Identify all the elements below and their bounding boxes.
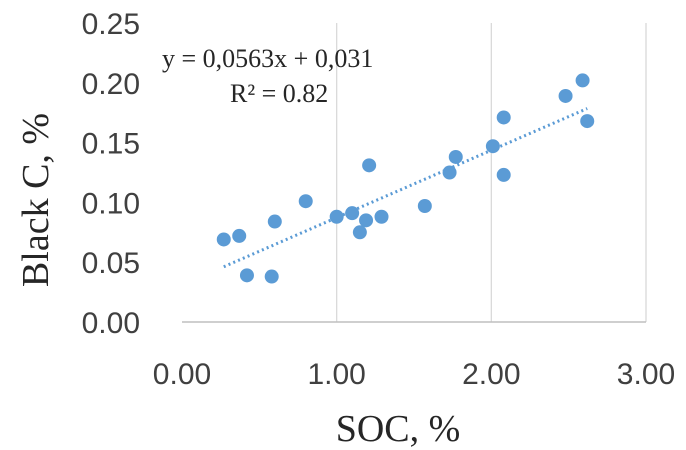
y-tick-label: 0.05 bbox=[82, 247, 140, 280]
data-point bbox=[298, 194, 313, 209]
trendline bbox=[223, 107, 588, 269]
x-tick-label: 0.00 bbox=[153, 358, 211, 391]
data-point bbox=[496, 167, 511, 182]
data-point bbox=[417, 198, 432, 213]
trendline-equation: y = 0,0563x + 0,031 bbox=[162, 44, 373, 73]
x-tick-label: 1.00 bbox=[307, 358, 365, 391]
x-tick-labels: 0.00 1.00 2.00 3.00 bbox=[153, 358, 675, 391]
data-point bbox=[216, 232, 231, 247]
data-point bbox=[575, 73, 590, 88]
y-tick-label: 0.20 bbox=[82, 68, 140, 101]
y-tick-label: 0.15 bbox=[82, 128, 140, 161]
data-point bbox=[267, 214, 282, 229]
data-point bbox=[496, 110, 511, 125]
y-tick-labels: 0.00 0.05 0.10 0.15 0.20 0.25 bbox=[82, 8, 140, 340]
data-point bbox=[359, 213, 374, 228]
x-tick-label: 2.00 bbox=[462, 358, 520, 391]
data-point bbox=[374, 209, 389, 224]
data-point bbox=[558, 88, 573, 103]
y-tick-label: 0.25 bbox=[82, 8, 140, 41]
grid-lines bbox=[336, 23, 647, 322]
data-point bbox=[264, 269, 279, 284]
data-points bbox=[216, 73, 595, 284]
data-point bbox=[580, 114, 595, 129]
data-point bbox=[442, 165, 457, 180]
x-tick-label: 3.00 bbox=[617, 358, 675, 391]
y-tick-label: 0.00 bbox=[82, 307, 140, 340]
data-point bbox=[485, 139, 500, 154]
y-tick-label: 0.10 bbox=[82, 187, 140, 220]
data-point bbox=[352, 225, 367, 240]
data-point bbox=[232, 228, 247, 243]
data-point bbox=[345, 206, 360, 221]
data-point bbox=[239, 268, 254, 283]
x-axis-title: SOC, % bbox=[336, 408, 461, 450]
data-point bbox=[329, 209, 344, 224]
r-squared-label: R² = 0.82 bbox=[230, 79, 328, 108]
y-axis-title: Black C, % bbox=[15, 113, 57, 287]
data-point bbox=[448, 149, 463, 164]
data-point bbox=[362, 158, 377, 173]
